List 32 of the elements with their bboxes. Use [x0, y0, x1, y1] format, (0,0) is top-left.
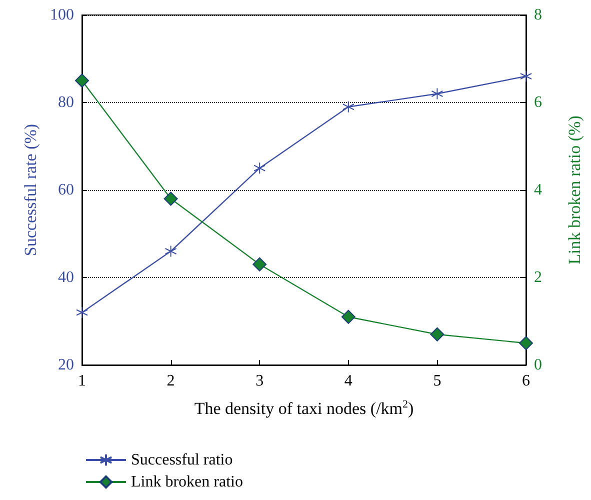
- x-tick-label: 3: [256, 372, 264, 390]
- y2-axis-title: Link broken ratio (%): [565, 116, 584, 264]
- x-tick-label: 2: [166, 372, 175, 390]
- point: [520, 70, 532, 82]
- point: [164, 245, 177, 258]
- y-tick-label: 100: [50, 6, 74, 24]
- x-tick-label: 4: [344, 372, 352, 390]
- y-axis-title: Successful rate (%): [21, 124, 40, 256]
- y2-tick-label: 0: [534, 356, 542, 374]
- x-tick-label: 1: [78, 372, 86, 390]
- y-tick-label: 40: [58, 269, 74, 286]
- y-tick-label: 60: [58, 182, 74, 198]
- x-tick-label: 6: [522, 372, 530, 390]
- point: [252, 257, 267, 272]
- y2-tick-label: 6: [534, 94, 542, 111]
- point: [76, 306, 88, 318]
- y2-tick-label: 4: [534, 182, 542, 198]
- x-tick-label: 5: [433, 372, 442, 390]
- legend-label: Link broken ratio: [131, 474, 243, 490]
- point: [254, 162, 266, 174]
- y-tick-label: 80: [58, 94, 74, 111]
- legend-label: Successful ratio: [131, 452, 233, 468]
- point: [341, 310, 356, 324]
- point: [75, 74, 89, 88]
- point: [342, 100, 354, 113]
- point: [430, 327, 444, 342]
- point: [164, 192, 178, 206]
- y2-tick-label: 2: [534, 269, 542, 286]
- y2-tick-label: 8: [534, 6, 542, 24]
- point: [431, 88, 444, 100]
- point: [519, 336, 533, 350]
- y-tick-label: 20: [58, 356, 74, 374]
